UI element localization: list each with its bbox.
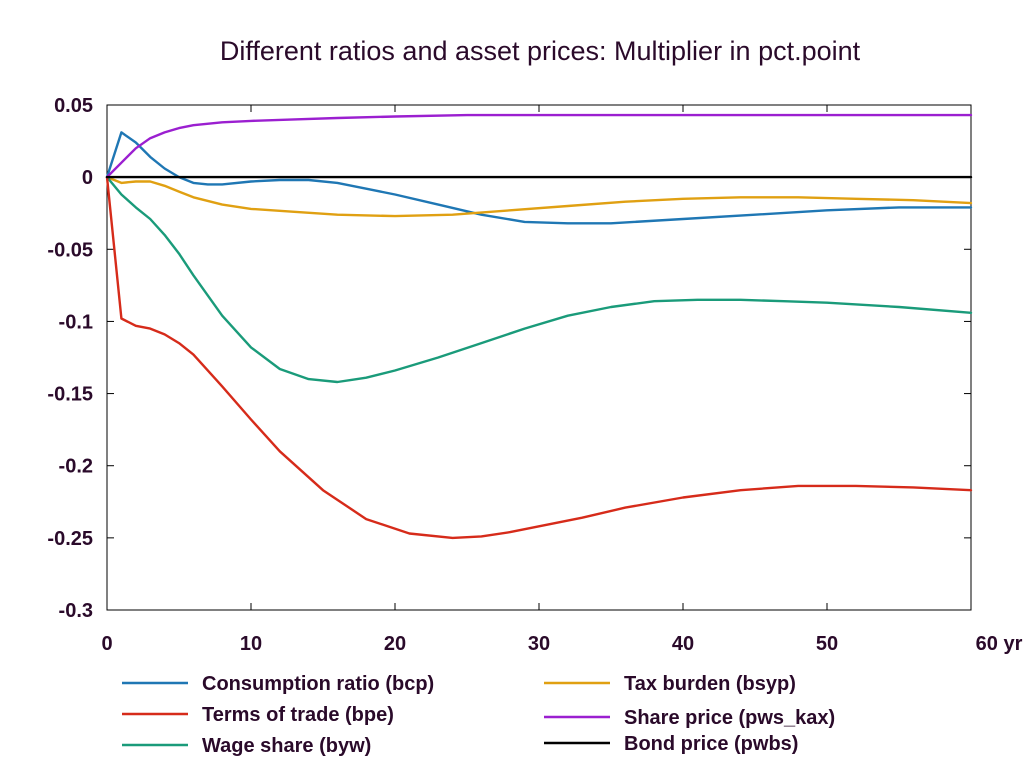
y-tick-label: 0.05 [54,95,93,117]
series-line-4 [105,113,973,179]
x-tick-label: 50 [816,633,838,655]
chart-title: Different ratios and asset prices: Multi… [220,36,861,66]
legend: Consumption ratio (bcp) Terms of trade (b… [122,673,835,757]
legend-label: Consumption ratio (bcp) [202,673,434,695]
plot-frame [106,104,972,611]
x-tick-label: 60 yr [976,633,1023,655]
series-line-0 [105,131,973,225]
series-group [105,113,973,540]
series-line-3 [105,175,973,218]
legend-label: Terms of trade (bpe) [202,704,394,726]
axis-ticks: 0.05 0 -0.05 -0.1 -0.15 -0.2 -0.25 -0.3 0 10 20 30 4… [47,95,1022,655]
legend-label: Share price (pws_kax) [624,707,835,729]
x-tick-label: 10 [240,633,262,655]
y-tick-label: -0.25 [47,528,93,550]
x-tick-label: 30 [528,633,550,655]
series-line-2 [105,175,973,384]
x-tick-label: 40 [672,633,694,655]
y-tick-label: -0.3 [59,600,93,622]
legend-label: Wage share (byw) [202,735,371,757]
series-line-1 [105,175,973,540]
y-tick-label: -0.2 [59,456,93,478]
legend-label: Bond price (pwbs) [624,733,798,755]
plot-border [106,104,972,611]
x-tick-label: 20 [384,633,406,655]
legend-label: Tax burden (bsyp) [624,673,796,695]
y-tick-label: -0.15 [47,384,93,406]
y-tick-label: 0 [82,167,93,189]
x-tick-label: 0 [101,633,112,655]
y-tick-label: -0.1 [59,311,93,333]
y-tick-label: -0.05 [47,239,93,261]
